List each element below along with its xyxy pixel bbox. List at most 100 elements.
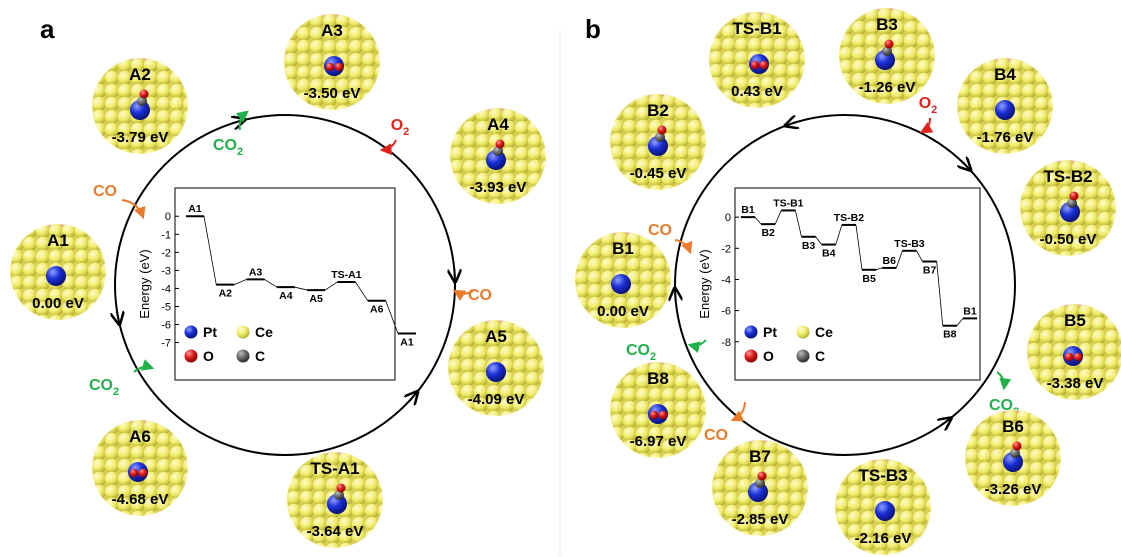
- structure-energy: 0.43 eV: [731, 83, 783, 100]
- energy-level-label: B3: [802, 240, 816, 252]
- energy-level-label: B7: [923, 265, 937, 277]
- structure-label: TS-B1: [732, 19, 781, 38]
- energy-level-label: A5: [309, 293, 323, 305]
- structure-label: A5: [485, 327, 507, 346]
- structure-energy: -0.45 eV: [630, 165, 687, 182]
- species-label: CO: [468, 287, 492, 304]
- legend-swatch: [236, 349, 250, 363]
- energy-level-label: A4: [279, 290, 293, 302]
- intermediate-structure: B8 -6.97 eV: [609, 361, 707, 459]
- y-tick-label: -3: [161, 265, 171, 277]
- legend-label: C: [815, 348, 825, 364]
- catalytic-cycle-circle: [674, 114, 1016, 456]
- species-label: O2: [391, 117, 410, 138]
- energy-level-label: B2: [761, 227, 775, 239]
- structure-energy: -2.16 eV: [855, 530, 912, 547]
- energy-profile-chart: 0 -1 -2 -3 -4 -5 -6 -7 Energy (eV) A1 A2 A3 A4 A5 TS-A…: [137, 187, 416, 381]
- structure-energy: 0.00 eV: [597, 303, 649, 320]
- intermediate-structure: TS-B2 -0.50 eV: [1019, 159, 1117, 257]
- species-label: O2: [919, 95, 938, 116]
- species-label: CO2: [213, 137, 243, 158]
- energy-connector: [835, 224, 843, 245]
- structure-energy: -4.68 eV: [112, 491, 169, 508]
- energy-level-label: B6: [883, 255, 897, 267]
- energy-level-label: B4: [822, 248, 836, 260]
- species-label: CO2: [89, 377, 119, 398]
- legend-label: Ce: [815, 324, 833, 340]
- structure-energy: -1.76 eV: [977, 129, 1034, 146]
- structure-label: A2: [129, 65, 151, 84]
- structure-label: B5: [1064, 311, 1086, 330]
- energy-level-label: B5: [862, 273, 876, 285]
- energy-level-label: TS-B2: [834, 212, 864, 224]
- y-tick-label: -8: [721, 337, 731, 349]
- cycle-direction-arrow: [117, 311, 118, 319]
- cycle-direction-arrow: [961, 161, 967, 167]
- species-arrow: [674, 239, 693, 255]
- legend-label: Pt: [763, 324, 777, 340]
- structure-energy: -3.79 eV: [112, 129, 169, 146]
- y-axis-label: Energy (eV): [697, 249, 712, 318]
- structure-label: B7: [749, 447, 771, 466]
- species-arrow: [687, 339, 707, 354]
- energy-level-label: A3: [249, 266, 263, 278]
- legend-swatch: [744, 325, 758, 339]
- species-arrow: [452, 289, 474, 302]
- energy-connector: [324, 281, 338, 291]
- y-tick-label: -6: [161, 320, 171, 332]
- energy-connector: [936, 261, 944, 326]
- species-label: CO2: [626, 342, 656, 363]
- intermediate-structure: TS-B1 0.43 eV: [708, 11, 806, 109]
- energy-level-label: A6: [370, 304, 384, 316]
- legend-swatch: [744, 349, 758, 363]
- energy-connector: [264, 279, 278, 288]
- energy-level-label: B1: [963, 305, 977, 317]
- cycle-direction-arrow: [409, 396, 414, 402]
- structure-energy: -0.50 eV: [1040, 231, 1097, 248]
- structure-label: TS-A1: [310, 459, 359, 478]
- intermediate-structure: A6 -4.68 eV: [91, 419, 189, 517]
- legend-swatch: [796, 325, 810, 339]
- structure-label: B6: [1002, 417, 1024, 436]
- cycle-direction-arrow: [675, 294, 676, 302]
- legend-label: O: [203, 348, 214, 364]
- species-arrow: [133, 359, 155, 373]
- intermediate-structure: B2 -0.45 eV: [609, 93, 707, 191]
- energy-connector: [355, 281, 369, 301]
- cycle-direction-arrow: [232, 121, 240, 123]
- energy-connector: [815, 236, 822, 245]
- y-tick-label: 0: [725, 212, 731, 224]
- catalytic-cycle-circle: [114, 114, 456, 456]
- energy-connector: [876, 267, 883, 271]
- structure-label: B8: [647, 369, 669, 388]
- legend-swatch: [184, 349, 198, 363]
- energy-connector: [956, 318, 964, 326]
- energy-level-label: TS-B3: [894, 238, 924, 250]
- structure-energy: -3.50 eV: [304, 85, 361, 102]
- structure-label: B1: [612, 239, 634, 258]
- intermediate-structure: B4 -1.76 eV: [956, 57, 1054, 155]
- structure-label: TS-B2: [1043, 167, 1092, 186]
- intermediate-structure: A4 -3.93 eV: [449, 107, 547, 205]
- intermediate-structure: B6 -3.26 eV: [964, 409, 1062, 507]
- cycle-direction-arrow: [454, 268, 455, 276]
- energy-connector: [795, 210, 802, 237]
- energy-connector: [774, 210, 782, 225]
- structure-energy: -3.93 eV: [470, 179, 527, 196]
- intermediate-structure: B7 -2.85 eV: [711, 439, 809, 537]
- intermediate-structure: A1 0.00 eV: [9, 223, 107, 321]
- energy-connector: [234, 279, 247, 286]
- cycle-direction-arrow: [791, 121, 799, 123]
- energy-level-label: B1: [741, 204, 755, 216]
- structure-energy: -6.97 eV: [630, 433, 687, 450]
- energy-connector: [895, 250, 903, 269]
- structure-energy: -2.85 eV: [732, 511, 789, 528]
- legend-label: O: [763, 348, 774, 364]
- structure-label: B2: [647, 101, 669, 120]
- intermediate-structure: A3 -3.50 eV: [283, 13, 381, 111]
- y-tick-label: -7: [161, 338, 171, 350]
- species-arrow: [121, 199, 146, 220]
- legend-swatch: [236, 325, 250, 339]
- structure-label: B4: [994, 65, 1016, 84]
